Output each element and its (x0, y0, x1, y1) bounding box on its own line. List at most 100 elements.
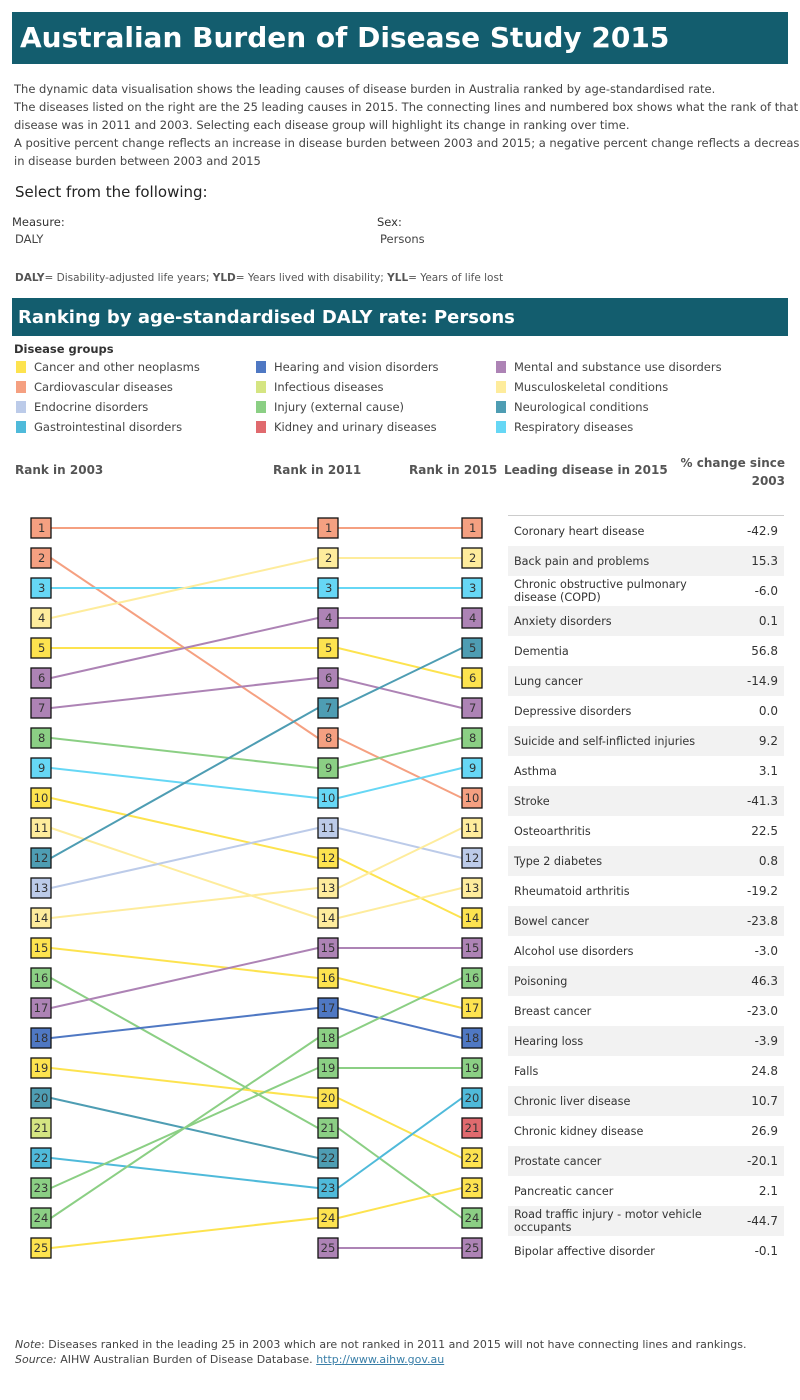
measure-select[interactable]: DALY (15, 232, 44, 246)
rank-box-2003[interactable] (30, 577, 52, 599)
rank-box-2003[interactable] (30, 1117, 52, 1139)
legend-item-musc[interactable]: Musculoskeletal conditions (496, 380, 668, 394)
rank-box-2015[interactable] (461, 517, 483, 539)
rank-box-2015[interactable] (461, 577, 483, 599)
rank-box-2015[interactable] (461, 637, 483, 659)
rank-box-2003[interactable] (30, 787, 52, 809)
rank-box-2011[interactable] (317, 907, 339, 929)
rank-box-2011[interactable] (317, 1057, 339, 1079)
legend-item-gi[interactable]: Gastrointestinal disorders (16, 420, 182, 434)
table-row[interactable]: Chronic liver disease 10.7 (508, 1086, 784, 1116)
rank-box-2015[interactable] (461, 1057, 483, 1079)
rank-box-2011[interactable] (317, 1117, 339, 1139)
rank-box-2015[interactable] (461, 907, 483, 929)
rank-box-2015[interactable] (461, 1207, 483, 1229)
rank-box-2011[interactable] (317, 1027, 339, 1049)
rank-box-2011[interactable] (317, 577, 339, 599)
table-row[interactable]: Back pain and problems 15.3 (508, 546, 784, 576)
table-row[interactable]: Prostate cancer -20.1 (508, 1146, 784, 1176)
rank-box-2015[interactable] (461, 1087, 483, 1109)
rank-box-2015[interactable] (461, 817, 483, 839)
rank-box-2003[interactable] (30, 757, 52, 779)
legend-item-injury[interactable]: Injury (external cause) (256, 400, 404, 414)
rank-box-2011[interactable] (317, 1177, 339, 1199)
rank-box-2015[interactable] (461, 757, 483, 779)
rank-box-2011[interactable] (317, 517, 339, 539)
rank-box-2003[interactable] (30, 817, 52, 839)
rank-box-2015[interactable] (461, 1027, 483, 1049)
rank-box-2003[interactable] (30, 847, 52, 869)
rank-box-2015[interactable] (461, 727, 483, 749)
rank-box-2011[interactable] (317, 877, 339, 899)
rank-box-2003[interactable] (30, 877, 52, 899)
rank-box-2003[interactable] (30, 667, 52, 689)
table-row[interactable]: Type 2 diabetes 0.8 (508, 846, 784, 876)
rank-box-2011[interactable] (317, 607, 339, 629)
table-row[interactable]: Poisoning 46.3 (508, 966, 784, 996)
table-row[interactable]: Rheumatoid arthritis -19.2 (508, 876, 784, 906)
rank-box-2015[interactable] (461, 1237, 483, 1259)
table-row[interactable]: Chronic kidney disease 26.9 (508, 1116, 784, 1146)
rank-box-2011[interactable] (317, 667, 339, 689)
rank-box-2003[interactable] (30, 967, 52, 989)
table-row[interactable]: Depressive disorders 0.0 (508, 696, 784, 726)
table-row[interactable]: Bowel cancer -23.8 (508, 906, 784, 936)
rank-box-2015[interactable] (461, 937, 483, 959)
rank-box-2003[interactable] (30, 937, 52, 959)
legend-item-endo[interactable]: Endocrine disorders (16, 400, 148, 414)
rank-box-2003[interactable] (30, 1237, 52, 1259)
legend-item-neuro[interactable]: Neurological conditions (496, 400, 649, 414)
table-row[interactable]: Coronary heart disease -42.9 (508, 516, 784, 546)
table-row[interactable]: Chronic obstructive pulmonary disease (C… (508, 576, 784, 606)
rank-box-2003[interactable] (30, 1207, 52, 1229)
table-row[interactable]: Suicide and self-inflicted injuries 9.2 (508, 726, 784, 756)
table-row[interactable]: Anxiety disorders 0.1 (508, 606, 784, 636)
table-row[interactable]: Alcohol use disorders -3.0 (508, 936, 784, 966)
rank-box-2003[interactable] (30, 727, 52, 749)
rank-box-2015[interactable] (461, 847, 483, 869)
rank-box-2003[interactable] (30, 1087, 52, 1109)
legend-item-hearing[interactable]: Hearing and vision disorders (256, 360, 439, 374)
rank-box-2011[interactable] (317, 817, 339, 839)
rank-box-2015[interactable] (461, 967, 483, 989)
rank-box-2011[interactable] (317, 1147, 339, 1169)
rank-box-2011[interactable] (317, 967, 339, 989)
sex-select[interactable]: Persons (380, 232, 425, 246)
rank-box-2015[interactable] (461, 1177, 483, 1199)
rank-box-2011[interactable] (317, 847, 339, 869)
legend-item-kidney[interactable]: Kidney and urinary diseases (256, 420, 437, 434)
table-row[interactable]: Lung cancer -14.9 (508, 666, 784, 696)
legend-item-cancer[interactable]: Cancer and other neoplasms (16, 360, 200, 374)
legend-item-mental[interactable]: Mental and substance use disorders (496, 360, 722, 374)
rank-box-2003[interactable] (30, 1027, 52, 1049)
rank-box-2003[interactable] (30, 697, 52, 719)
rank-box-2015[interactable] (461, 667, 483, 689)
rank-box-2011[interactable] (317, 1087, 339, 1109)
rank-box-2015[interactable] (461, 607, 483, 629)
rank-box-2003[interactable] (30, 1057, 52, 1079)
rank-box-2003[interactable] (30, 517, 52, 539)
rank-box-2011[interactable] (317, 1237, 339, 1259)
source-link[interactable]: http://www.aihw.gov.au (316, 1353, 445, 1366)
table-row[interactable]: Osteoarthritis 22.5 (508, 816, 784, 846)
rank-box-2011[interactable] (317, 697, 339, 719)
rank-box-2003[interactable] (30, 1177, 52, 1199)
rank-box-2003[interactable] (30, 637, 52, 659)
rank-box-2003[interactable] (30, 547, 52, 569)
table-row[interactable]: Road traffic injury - motor vehicle occu… (508, 1206, 784, 1236)
legend-item-resp[interactable]: Respiratory diseases (496, 420, 633, 434)
legend-item-cardio[interactable]: Cardiovascular diseases (16, 380, 173, 394)
rank-box-2015[interactable] (461, 697, 483, 719)
rank-box-2011[interactable] (317, 997, 339, 1019)
legend-item-infect[interactable]: Infectious diseases (256, 380, 383, 394)
rank-box-2003[interactable] (30, 997, 52, 1019)
rank-box-2011[interactable] (317, 787, 339, 809)
rank-box-2015[interactable] (461, 1117, 483, 1139)
rank-box-2015[interactable] (461, 547, 483, 569)
table-row[interactable]: Bipolar affective disorder -0.1 (508, 1236, 784, 1266)
table-row[interactable]: Falls 24.8 (508, 1056, 784, 1086)
table-row[interactable]: Breast cancer -23.0 (508, 996, 784, 1026)
rank-box-2015[interactable] (461, 877, 483, 899)
rank-box-2011[interactable] (317, 937, 339, 959)
rank-box-2011[interactable] (317, 637, 339, 659)
